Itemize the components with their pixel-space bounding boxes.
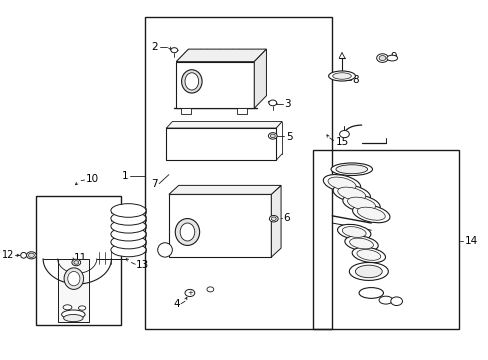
- Ellipse shape: [184, 73, 198, 90]
- Ellipse shape: [330, 163, 372, 176]
- Text: 10: 10: [86, 174, 99, 184]
- Ellipse shape: [158, 243, 172, 257]
- Ellipse shape: [356, 249, 380, 260]
- Ellipse shape: [111, 243, 146, 257]
- Ellipse shape: [352, 205, 389, 223]
- Ellipse shape: [344, 236, 377, 251]
- Ellipse shape: [378, 296, 392, 304]
- Circle shape: [26, 252, 36, 259]
- Ellipse shape: [386, 55, 397, 61]
- Ellipse shape: [332, 73, 350, 79]
- Ellipse shape: [63, 315, 83, 321]
- Ellipse shape: [351, 247, 385, 262]
- Circle shape: [206, 287, 213, 292]
- Ellipse shape: [180, 223, 194, 241]
- Circle shape: [170, 48, 177, 53]
- Ellipse shape: [342, 195, 380, 213]
- Text: 6: 6: [283, 213, 289, 223]
- Text: 11: 11: [74, 253, 87, 263]
- Ellipse shape: [78, 306, 85, 310]
- Bar: [166, 128, 276, 160]
- Circle shape: [184, 289, 194, 297]
- Bar: [58, 259, 89, 321]
- Text: 8: 8: [352, 75, 359, 85]
- Circle shape: [28, 253, 34, 257]
- Bar: [168, 194, 271, 257]
- Bar: [237, 108, 246, 114]
- Text: 9: 9: [390, 52, 397, 62]
- Circle shape: [376, 54, 387, 62]
- Text: 13: 13: [136, 260, 149, 270]
- Ellipse shape: [349, 238, 373, 249]
- Ellipse shape: [348, 262, 387, 280]
- Circle shape: [268, 100, 276, 106]
- Text: 4: 4: [173, 299, 179, 309]
- Ellipse shape: [337, 187, 365, 200]
- Circle shape: [378, 55, 385, 60]
- Ellipse shape: [68, 271, 80, 286]
- Ellipse shape: [358, 288, 383, 298]
- Bar: [36, 196, 121, 325]
- Ellipse shape: [63, 305, 72, 310]
- Ellipse shape: [111, 227, 146, 241]
- Circle shape: [269, 216, 278, 222]
- Text: 2: 2: [151, 42, 158, 52]
- Polygon shape: [166, 122, 282, 128]
- Ellipse shape: [332, 185, 370, 203]
- Text: 15: 15: [335, 137, 348, 147]
- Circle shape: [268, 133, 277, 139]
- Ellipse shape: [357, 207, 385, 220]
- Ellipse shape: [20, 252, 26, 258]
- Ellipse shape: [64, 268, 83, 289]
- Ellipse shape: [355, 265, 382, 278]
- Bar: [144, 17, 331, 329]
- Text: 12: 12: [2, 250, 15, 260]
- Circle shape: [271, 217, 276, 221]
- Ellipse shape: [61, 310, 85, 319]
- Ellipse shape: [327, 177, 355, 190]
- Circle shape: [390, 297, 402, 306]
- Polygon shape: [254, 49, 266, 108]
- Circle shape: [270, 134, 275, 138]
- Ellipse shape: [347, 197, 375, 210]
- Text: 14: 14: [464, 236, 477, 246]
- Ellipse shape: [111, 212, 146, 225]
- Ellipse shape: [175, 219, 199, 246]
- Ellipse shape: [111, 235, 146, 249]
- Bar: [181, 108, 190, 114]
- Ellipse shape: [328, 71, 355, 81]
- Ellipse shape: [335, 165, 367, 174]
- Circle shape: [339, 131, 348, 138]
- Text: 7: 7: [151, 179, 158, 189]
- Ellipse shape: [337, 224, 370, 240]
- Circle shape: [72, 259, 81, 266]
- Polygon shape: [176, 49, 266, 62]
- Polygon shape: [168, 185, 281, 194]
- Ellipse shape: [181, 70, 202, 93]
- Text: 5: 5: [285, 132, 292, 142]
- Text: 3: 3: [284, 99, 290, 109]
- Polygon shape: [271, 185, 281, 257]
- Bar: [312, 149, 458, 329]
- Bar: [176, 62, 254, 108]
- Ellipse shape: [323, 175, 360, 193]
- Ellipse shape: [111, 204, 146, 217]
- Text: +: +: [186, 290, 192, 296]
- Ellipse shape: [111, 220, 146, 233]
- Ellipse shape: [342, 227, 366, 237]
- Circle shape: [74, 261, 79, 264]
- Text: 1: 1: [122, 171, 128, 181]
